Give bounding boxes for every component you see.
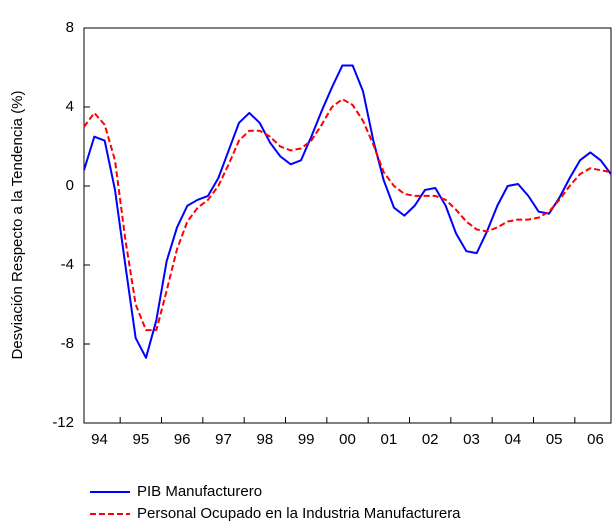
x-tick-label: 95	[132, 431, 149, 448]
legend-label: Personal Ocupado en la Industria Manufac…	[137, 505, 461, 522]
series-line	[83, 64, 612, 359]
y-tick-label: 4	[66, 98, 74, 115]
y-axis-label: Desviación Respecto a la Tendencia (%)	[9, 90, 26, 359]
plot-frame	[83, 27, 612, 424]
y-tick-label: 0	[66, 177, 74, 194]
y-tick-label: -12	[52, 414, 74, 431]
y-tick-label: 8	[66, 19, 74, 36]
y-tick-label: -8	[61, 335, 74, 352]
x-tick-label: 96	[174, 431, 191, 448]
x-tick-label: 03	[463, 431, 480, 448]
y-tick-label: -4	[61, 256, 74, 273]
x-tick-label: 98	[256, 431, 273, 448]
x-tick-label: 94	[91, 431, 108, 448]
x-tick-label: 05	[546, 431, 563, 448]
x-tick-label: 00	[339, 431, 356, 448]
x-tick-label: 99	[298, 431, 315, 448]
x-tick-label: 06	[587, 431, 604, 448]
x-tick-label: 97	[215, 431, 232, 448]
series-line	[83, 98, 612, 332]
x-tick-label: 02	[422, 431, 439, 448]
x-tick-label: 01	[380, 431, 397, 448]
legend-label: PIB Manufacturero	[137, 483, 262, 500]
x-tick-label: 04	[504, 431, 521, 448]
